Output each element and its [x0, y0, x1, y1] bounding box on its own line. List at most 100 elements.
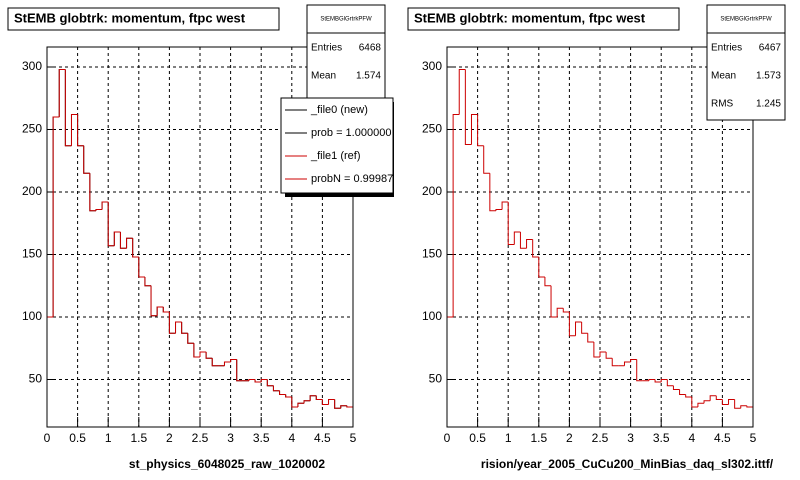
stats-label: Mean — [311, 71, 336, 82]
stats-box — [706, 4, 786, 121]
histogram-bin — [187, 333, 194, 344]
histogram-bin — [526, 239, 533, 249]
pad: 50 100 150 200 250 300 0 0.5 1 1.5 2 2.5 3 3.5 4 4.5 5 St… — [407, 4, 786, 471]
y-tick-label: 250 — [422, 122, 442, 136]
histogram-bin — [630, 359, 637, 362]
histogram-bin — [519, 232, 527, 249]
histogram-bin — [321, 399, 329, 405]
chart-title: StEMB globtrk: momentum, ftpc west — [14, 10, 246, 25]
histogram-bin — [648, 379, 656, 381]
histogram-bin — [58, 69, 66, 117]
histogram-bin — [611, 358, 619, 367]
histogram-bin — [715, 395, 723, 400]
y-tick-label: 50 — [429, 372, 443, 386]
y-tick-label: 300 — [422, 59, 442, 73]
histogram-bin — [52, 116, 60, 317]
stats-value: 1.245 — [756, 99, 781, 110]
histogram-bin — [697, 402, 705, 407]
histogram-bin — [83, 145, 90, 174]
x-tick-label: 0 — [444, 431, 451, 445]
histogram-bin — [605, 352, 613, 359]
x-tick-label: 5 — [750, 431, 757, 445]
histogram-bin — [672, 385, 680, 390]
histogram-bin — [550, 285, 558, 318]
histogram-bin — [470, 114, 478, 145]
histogram-bin — [464, 69, 472, 145]
x-tick-label: 3.5 — [253, 431, 270, 445]
histogram-bin — [495, 209, 503, 211]
histogram-bin — [119, 232, 127, 249]
histogram-bin — [685, 394, 692, 398]
histogram-bin — [126, 237, 133, 249]
histogram-bin — [101, 201, 109, 210]
stats-label: Entries — [711, 43, 742, 54]
legend-entry: _file1 (ref) — [310, 150, 361, 162]
x-tick-label: 0.5 — [469, 431, 486, 445]
histogram-bin — [95, 209, 103, 211]
histogram-bin — [291, 397, 298, 408]
histogram-bin — [199, 351, 207, 357]
y-tick-label: 100 — [22, 309, 42, 323]
y-tick-label: 150 — [22, 247, 42, 261]
legend-entry: _file0 (new) — [310, 104, 368, 116]
histogram-bin — [679, 389, 686, 395]
x-tick-label: 0.5 — [69, 431, 86, 445]
histogram-bin — [599, 351, 607, 357]
histogram-bin — [89, 173, 96, 212]
stats-value: 1.573 — [756, 71, 781, 82]
histogram-bin — [703, 400, 711, 404]
histogram-bin — [223, 361, 231, 366]
x-tick-label: 3 — [227, 431, 234, 445]
histogram-bin — [248, 379, 256, 381]
pad: 50 100 150 200 250 300 0 0.5 1 1.5 2 2.5 3 3.5 4 4.5 5 St… — [7, 4, 394, 471]
legend — [280, 97, 394, 194]
x-axis-label: rision/year_2005_CuCu200_MinBias_daq_sl3… — [481, 457, 774, 471]
x-axis-label: st_physics_6048025_raw_1020002 — [129, 457, 325, 471]
histogram-bin — [556, 307, 564, 317]
histogram-bin — [144, 277, 152, 287]
histogram-bin — [162, 307, 170, 313]
histogram-bin — [156, 306, 164, 316]
stats-label: Entries — [311, 43, 342, 54]
y-tick-label: 200 — [422, 184, 442, 198]
x-tick-label: 2.5 — [192, 431, 209, 445]
legend-entry: probN = 0.99987 — [311, 173, 393, 185]
x-tick-label: 2 — [166, 431, 173, 445]
histogram-bin — [107, 202, 115, 247]
histogram-bin — [734, 399, 741, 409]
histogram-bin — [315, 395, 323, 400]
y-tick-label: 150 — [422, 247, 442, 261]
histogram-bin — [181, 322, 188, 334]
x-tick-label: 1 — [105, 431, 112, 445]
histogram-bin — [328, 399, 335, 405]
histogram-bin — [175, 321, 182, 334]
title-box — [7, 7, 280, 31]
histogram-bin — [168, 312, 176, 334]
x-tick-label: 4 — [288, 431, 295, 445]
stats-value: 6468 — [359, 43, 382, 54]
y-tick-label: 300 — [22, 59, 42, 73]
y-tick-label: 200 — [22, 184, 42, 198]
x-tick-label: 3 — [627, 431, 634, 445]
title-box — [407, 7, 680, 31]
histogram-bin — [636, 359, 643, 382]
histogram-bin — [334, 399, 341, 409]
x-tick-label: 4.5 — [314, 431, 331, 445]
chart-title: StEMB globtrk: momentum, ftpc west — [414, 10, 646, 25]
plot-border — [46, 46, 354, 428]
x-tick-label: 1.5 — [130, 431, 147, 445]
histogram-bin — [562, 308, 570, 313]
y-tick-label: 50 — [29, 372, 43, 386]
histogram-bin — [654, 379, 662, 383]
histogram-bin — [709, 395, 717, 401]
histogram-bin — [205, 352, 213, 359]
histogram-bin — [303, 400, 311, 404]
y-tick-label: 250 — [22, 122, 42, 136]
histogram-bin — [266, 379, 274, 387]
histogram-bin — [477, 114, 484, 147]
histogram-bin — [501, 201, 509, 210]
histogram-bin — [272, 385, 280, 392]
x-tick-label: 4.5 — [714, 431, 731, 445]
histogram-bin — [211, 358, 219, 367]
